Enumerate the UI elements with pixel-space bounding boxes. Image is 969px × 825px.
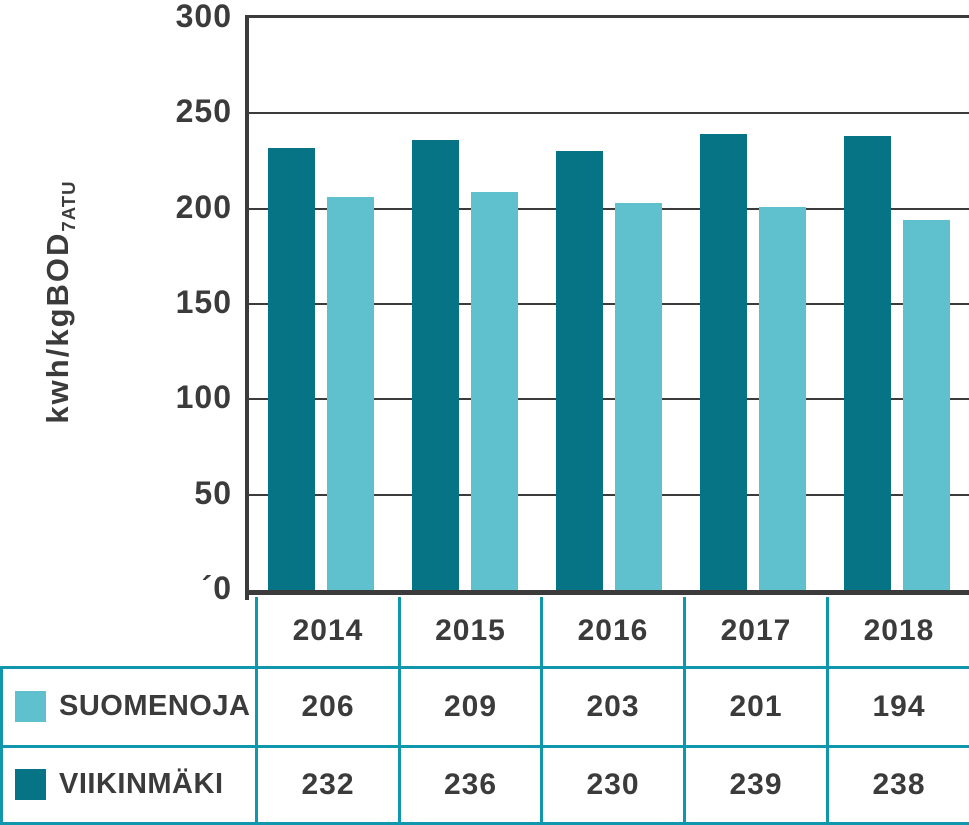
y-tick-label: 200 <box>175 188 232 225</box>
gridline <box>249 398 969 401</box>
value-cell-viikinmäki-2014: 232 <box>255 744 401 825</box>
y-axis-tick-labels: 300 250 200 150 100 50 ´0 <box>0 0 232 604</box>
bar-viikinmäki-2014 <box>268 147 315 590</box>
bar-viikinmäki-2015 <box>412 140 459 590</box>
table-corner-cell <box>1 597 258 669</box>
bar-suomenoja-2017 <box>759 206 806 590</box>
legend-cell-viikinmäki: VIIKINMÄKI <box>0 744 258 825</box>
bar-group-2015 <box>393 18 537 590</box>
value-cell-suomenoja-2014: 206 <box>255 665 401 748</box>
bar-viikinmäki-2018 <box>844 136 891 590</box>
bar-group-2016 <box>537 18 681 590</box>
year-header-2017: 2017 <box>683 597 829 669</box>
data-table: 2014 2015 2016 2017 2018 SUOMENOJA 206 209 203 20… <box>0 597 969 825</box>
gridline <box>249 303 969 305</box>
year-header-2014: 2014 <box>255 597 401 669</box>
bar-suomenoja-2016 <box>615 202 662 590</box>
gridline <box>249 207 969 210</box>
legend-entry: VIIKINMÄKI <box>3 768 255 801</box>
table-row: VIIKINMÄKI 232 236 230 239 238 <box>0 744 969 825</box>
year-header-2016: 2016 <box>540 597 686 669</box>
value-cell-viikinmäki-2015: 236 <box>398 744 543 825</box>
value-cell-suomenoja-2016: 203 <box>540 665 686 748</box>
value-cell-viikinmäki-2016: 230 <box>540 744 686 825</box>
value-cell-suomenoja-2017: 201 <box>683 665 829 748</box>
gridline <box>249 493 969 496</box>
year-header-2015: 2015 <box>398 597 543 669</box>
y-tick-label: 150 <box>175 284 232 320</box>
y-tick-label: 50 <box>194 474 232 511</box>
y-tick-label: 250 <box>175 93 232 130</box>
bar-viikinmäki-2017 <box>700 134 747 590</box>
table-row: SUOMENOJA 206 209 203 201 194 <box>0 665 969 748</box>
value-cell-viikinmäki-2018: 238 <box>826 744 969 825</box>
legend-swatch-suomenoja <box>15 691 46 722</box>
bar-suomenoja-2014 <box>327 197 374 590</box>
legend-cell-suomenoja: SUOMENOJA <box>0 665 258 748</box>
bar-suomenoja-2015 <box>471 191 518 590</box>
bar-group-2018 <box>825 18 969 590</box>
plot-area <box>245 15 969 600</box>
y-tick-label: 100 <box>175 379 232 416</box>
value-cell-viikinmäki-2017: 239 <box>683 744 829 825</box>
value-cell-suomenoja-2018: 194 <box>826 665 969 748</box>
value-cell-suomenoja-2015: 209 <box>398 665 543 748</box>
bar-suomenoja-2018 <box>903 220 950 590</box>
legend-label: SUOMENOJA <box>59 690 251 722</box>
bar-group-2014 <box>249 18 393 590</box>
y-tick-label: 300 <box>175 0 232 34</box>
gridline <box>249 112 969 115</box>
bar-group-2017 <box>681 18 825 590</box>
bar-groups <box>249 18 969 590</box>
legend-entry: SUOMENOJA <box>3 690 255 723</box>
bar-viikinmäki-2016 <box>556 151 603 590</box>
year-header-2018: 2018 <box>826 597 969 669</box>
legend-label: VIIKINMÄKI <box>59 768 224 800</box>
legend-swatch-viikinmäki <box>15 769 46 800</box>
